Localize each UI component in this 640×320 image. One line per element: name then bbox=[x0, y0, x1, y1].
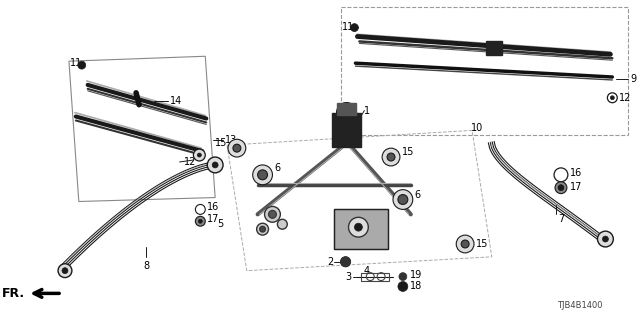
Text: 11: 11 bbox=[342, 22, 354, 32]
Circle shape bbox=[257, 223, 269, 235]
Text: 10: 10 bbox=[471, 124, 483, 133]
Bar bbox=[337, 103, 356, 115]
Circle shape bbox=[62, 268, 68, 274]
Text: 5: 5 bbox=[217, 219, 223, 229]
Circle shape bbox=[349, 217, 368, 237]
Circle shape bbox=[558, 185, 564, 191]
Circle shape bbox=[198, 219, 202, 223]
Text: 4: 4 bbox=[364, 266, 369, 276]
Circle shape bbox=[555, 182, 567, 194]
Circle shape bbox=[258, 170, 268, 180]
Text: 16: 16 bbox=[207, 203, 220, 212]
Bar bbox=[333, 209, 388, 249]
Circle shape bbox=[207, 157, 223, 173]
Text: 6: 6 bbox=[275, 163, 280, 173]
Text: 14: 14 bbox=[170, 96, 182, 106]
Bar bbox=[333, 209, 388, 249]
Circle shape bbox=[233, 144, 241, 152]
Text: 7: 7 bbox=[558, 214, 564, 224]
Text: TJB4B1400: TJB4B1400 bbox=[557, 301, 602, 310]
Circle shape bbox=[393, 190, 413, 209]
Circle shape bbox=[598, 231, 613, 247]
Text: 13: 13 bbox=[225, 135, 237, 145]
Circle shape bbox=[382, 148, 400, 166]
Circle shape bbox=[461, 240, 469, 248]
Circle shape bbox=[337, 103, 356, 123]
Text: 12: 12 bbox=[184, 157, 196, 167]
Circle shape bbox=[340, 257, 351, 267]
Circle shape bbox=[212, 162, 218, 168]
Text: 8: 8 bbox=[143, 261, 149, 271]
Text: 15: 15 bbox=[476, 239, 488, 249]
Text: 16: 16 bbox=[570, 168, 582, 178]
Text: 6: 6 bbox=[415, 189, 421, 200]
Circle shape bbox=[399, 273, 407, 281]
Text: 1: 1 bbox=[364, 106, 371, 116]
Text: 17: 17 bbox=[570, 182, 582, 192]
Circle shape bbox=[228, 139, 246, 157]
Text: 15: 15 bbox=[402, 147, 414, 157]
Circle shape bbox=[398, 282, 408, 292]
Circle shape bbox=[78, 61, 86, 69]
Circle shape bbox=[351, 24, 358, 32]
Circle shape bbox=[58, 264, 72, 277]
Bar bbox=[486, 41, 502, 55]
Circle shape bbox=[277, 219, 287, 229]
Circle shape bbox=[195, 216, 205, 226]
Text: 15: 15 bbox=[214, 138, 227, 148]
Circle shape bbox=[264, 206, 280, 222]
Bar bbox=[340, 7, 628, 135]
Circle shape bbox=[398, 195, 408, 204]
Circle shape bbox=[387, 153, 395, 161]
Circle shape bbox=[456, 235, 474, 253]
Text: 2: 2 bbox=[328, 257, 333, 267]
Text: 12: 12 bbox=[620, 93, 632, 103]
Circle shape bbox=[253, 165, 273, 185]
Text: 3: 3 bbox=[346, 272, 351, 282]
Circle shape bbox=[193, 149, 205, 161]
Text: 17: 17 bbox=[207, 214, 220, 224]
Bar bbox=[332, 113, 362, 147]
Circle shape bbox=[611, 96, 614, 100]
Circle shape bbox=[260, 226, 266, 232]
Circle shape bbox=[269, 210, 276, 218]
Circle shape bbox=[602, 236, 609, 242]
Text: 11: 11 bbox=[70, 58, 82, 68]
Circle shape bbox=[197, 153, 202, 157]
Text: 18: 18 bbox=[410, 282, 422, 292]
Circle shape bbox=[355, 223, 362, 231]
Text: 9: 9 bbox=[630, 74, 636, 84]
Bar bbox=[362, 273, 389, 281]
Text: FR.: FR. bbox=[3, 287, 26, 300]
Text: 19: 19 bbox=[410, 270, 422, 280]
